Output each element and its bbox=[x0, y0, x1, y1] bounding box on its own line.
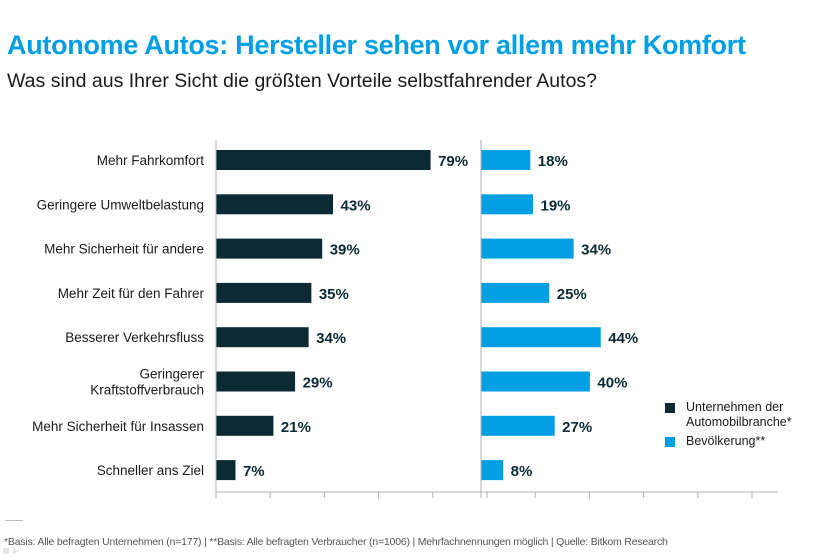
data-label: 25% bbox=[557, 286, 587, 303]
legend-swatch-industry bbox=[665, 403, 675, 413]
bar-industry bbox=[216, 460, 236, 481]
category-label: Mehr Sicherheit für andere bbox=[44, 242, 204, 257]
legend-label-industry: Unternehmen der Automobilbranche* bbox=[686, 400, 792, 429]
data-label: 34% bbox=[316, 330, 346, 347]
data-label: 19% bbox=[540, 197, 570, 214]
data-label: 21% bbox=[281, 419, 311, 436]
bar-industry bbox=[216, 415, 274, 436]
bar-industry bbox=[216, 150, 431, 170]
bar-population bbox=[481, 238, 574, 259]
category-label: Geringere Umweltbelastung bbox=[37, 197, 204, 212]
category-label: Schneller ans Ziel bbox=[97, 463, 204, 478]
category-label: Besserer Verkehrsfluss bbox=[65, 330, 204, 345]
legend: Unternehmen der Automobilbranche* Bevölk… bbox=[665, 400, 792, 453]
data-label: 34% bbox=[581, 242, 611, 259]
bar-industry bbox=[216, 282, 312, 303]
legend-swatch-population bbox=[665, 437, 675, 447]
bar-industry bbox=[216, 238, 323, 259]
data-label: 35% bbox=[319, 286, 349, 303]
bar-industry bbox=[216, 194, 334, 215]
data-label: 8% bbox=[511, 463, 533, 480]
footnote-divider bbox=[5, 520, 23, 521]
bar-industry bbox=[216, 327, 309, 348]
chart-subtitle: Was sind aus Ihrer Sicht die größten Vor… bbox=[7, 70, 598, 92]
data-label: 39% bbox=[330, 242, 360, 259]
bar-population bbox=[481, 327, 601, 348]
data-label: 29% bbox=[303, 375, 333, 392]
category-label: Geringerer Kraftstoffverbrauch bbox=[90, 367, 204, 398]
chart-title: Autonome Autos: Hersteller sehen vor all… bbox=[7, 30, 746, 60]
footnote-source: *Basis: Alle befragten Unternehmen (n=17… bbox=[4, 536, 668, 548]
data-label: 27% bbox=[562, 419, 592, 436]
data-label: 40% bbox=[597, 375, 627, 392]
legend-label-population: Bevölkerung** bbox=[686, 434, 766, 448]
toolbar-icons bbox=[3, 548, 19, 554]
data-label: 44% bbox=[608, 330, 638, 347]
bar-population bbox=[481, 194, 533, 215]
category-label: Mehr Zeit für den Fahrer bbox=[58, 286, 205, 301]
data-label: 7% bbox=[243, 463, 265, 480]
arrow-right-icon[interactable] bbox=[13, 548, 19, 554]
bar-population bbox=[481, 150, 531, 170]
bar-population bbox=[481, 282, 550, 303]
data-label: 43% bbox=[341, 197, 371, 214]
bar-population bbox=[481, 371, 590, 392]
data-label: 79% bbox=[438, 153, 468, 170]
legend-item-population: Bevölkerung** bbox=[665, 434, 792, 449]
bar-industry bbox=[216, 371, 296, 392]
legend-item-industry: Unternehmen der Automobilbranche* bbox=[665, 400, 792, 430]
data-label: 18% bbox=[538, 153, 568, 170]
square-icon[interactable] bbox=[3, 548, 9, 554]
category-label: Mehr Sicherheit für Insassen bbox=[32, 419, 204, 434]
bar-population bbox=[481, 460, 504, 481]
bar-population bbox=[481, 415, 555, 436]
category-label: Mehr Fahrkomfort bbox=[97, 153, 205, 168]
